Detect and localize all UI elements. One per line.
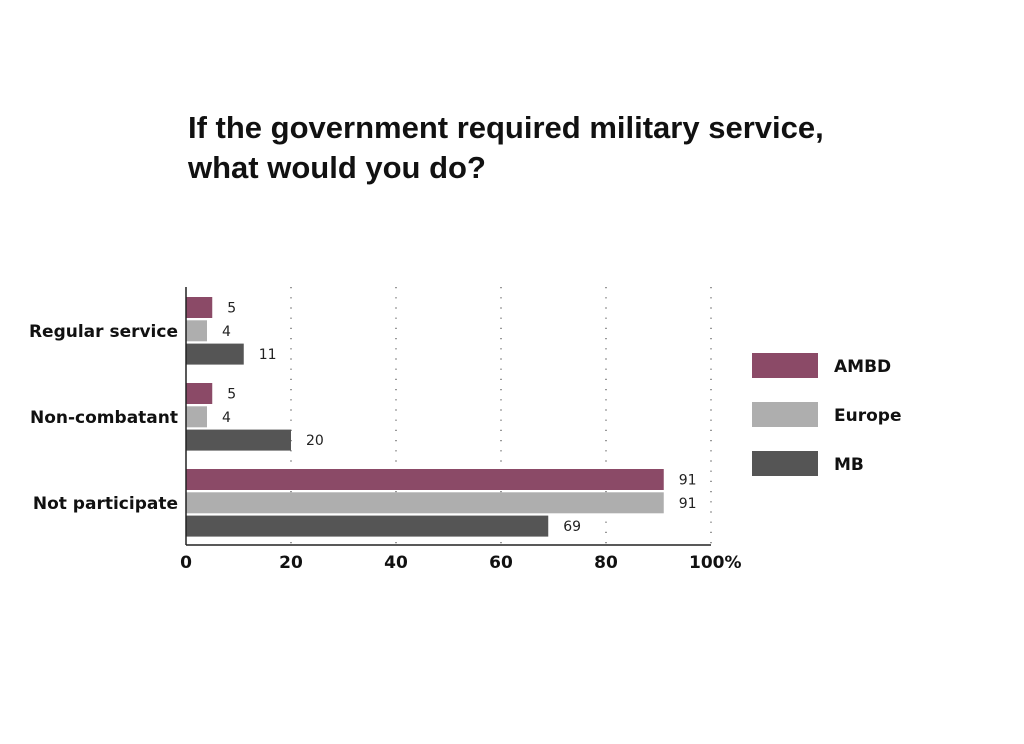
bar-europe-1 (186, 406, 207, 428)
x-tick-label-0: 0 (180, 553, 192, 573)
data-label-europe-1: 4 (222, 410, 231, 426)
category-label-1: Non-combatant (30, 408, 178, 428)
bar-mb-0 (186, 343, 244, 365)
legend-swatch-ambd (752, 353, 818, 378)
bar-mb-2 (186, 515, 549, 537)
bar-ambd-1 (186, 383, 213, 404)
legend: AMBD Europe MB (752, 353, 901, 476)
chart-title: If the government required military serv… (188, 108, 908, 188)
data-label-europe-2: 91 (679, 496, 697, 512)
data-label-europe-0: 4 (222, 324, 231, 340)
legend-label-europe: Europe (834, 406, 901, 426)
x-tick-label-5: 100% (689, 553, 742, 573)
data-label-ambd-0: 5 (227, 301, 236, 317)
x-tick-label-4: 80 (594, 553, 618, 573)
bar-europe-2 (186, 492, 664, 514)
x-tick-label-1: 20 (279, 553, 303, 573)
legend-label-ambd: AMBD (834, 357, 891, 377)
data-label-ambd-2: 91 (679, 473, 697, 489)
data-label-mb-2: 69 (563, 519, 581, 535)
bar-ambd-2 (186, 469, 664, 490)
legend-swatch-europe (752, 402, 818, 427)
chart-title-line-1: If the government required military serv… (188, 110, 824, 145)
category-label-0: Regular service (29, 322, 178, 342)
data-label-mb-1: 20 (306, 433, 324, 449)
x-axis: 0 20 40 60 80 100% (180, 287, 742, 573)
bars (186, 297, 664, 537)
bar-europe-0 (186, 320, 207, 342)
x-tick-label-2: 40 (384, 553, 408, 573)
bar-ambd-0 (186, 297, 213, 318)
chart-title-line-2: what would you do? (188, 150, 486, 185)
bar-mb-1 (186, 429, 291, 451)
legend-label-mb: MB (834, 455, 864, 475)
data-label-mb-0: 11 (259, 347, 277, 363)
legend-swatch-mb (752, 451, 818, 476)
x-tick-label-3: 60 (489, 553, 513, 573)
category-label-2: Not participate (33, 494, 178, 514)
data-label-ambd-1: 5 (227, 387, 236, 403)
labels: 5 4 11 Regular service 5 4 20 Non-combatant 91 91… (29, 301, 697, 536)
